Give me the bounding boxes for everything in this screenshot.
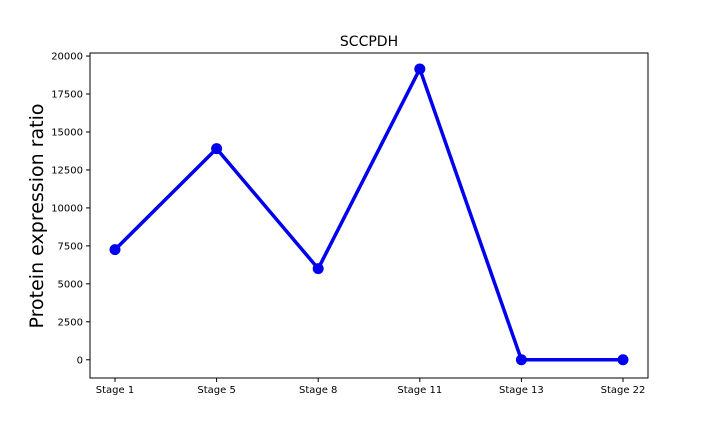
data-point-marker [414, 63, 426, 75]
y-tick-label: 5000 [58, 279, 83, 290]
data-point-marker [617, 354, 629, 366]
y-tick-label: 17500 [51, 90, 83, 101]
y-axis: 0 2500 5000 7500 10000 12500 15000 17500 20000 [51, 52, 90, 366]
x-tick-label: Stage 11 [397, 385, 442, 396]
x-tick-label: Stage 13 [499, 385, 544, 396]
y-tick-label: 15000 [51, 127, 83, 138]
y-tick-label: 2500 [58, 317, 83, 328]
plot-area-frame [89, 52, 649, 379]
series-line [113, 67, 623, 362]
data-point-marker [211, 143, 223, 155]
y-tick-label: 0 [77, 355, 83, 366]
data-point-marker [312, 263, 324, 275]
y-axis-label: Protein expression ratio [26, 104, 48, 329]
x-tick-label: Stage 22 [601, 385, 646, 396]
data-point-marker [515, 354, 527, 366]
y-tick-label: 12500 [51, 165, 83, 176]
y-tick-label: 7500 [58, 241, 83, 252]
x-tick-label: Stage 1 [96, 385, 134, 396]
y-tick-label: 20000 [51, 52, 83, 63]
x-tick-label: Stage 5 [197, 385, 235, 396]
data-point-marker [109, 244, 121, 256]
x-tick-label: Stage 8 [299, 385, 337, 396]
y-tick-label: 10000 [51, 203, 83, 214]
x-axis: Stage 1 Stage 5 Stage 8 Stage 11 Stage 13 Sta… [96, 378, 646, 396]
chart-title: SCCPDH [340, 34, 398, 50]
series-group [109, 63, 629, 366]
